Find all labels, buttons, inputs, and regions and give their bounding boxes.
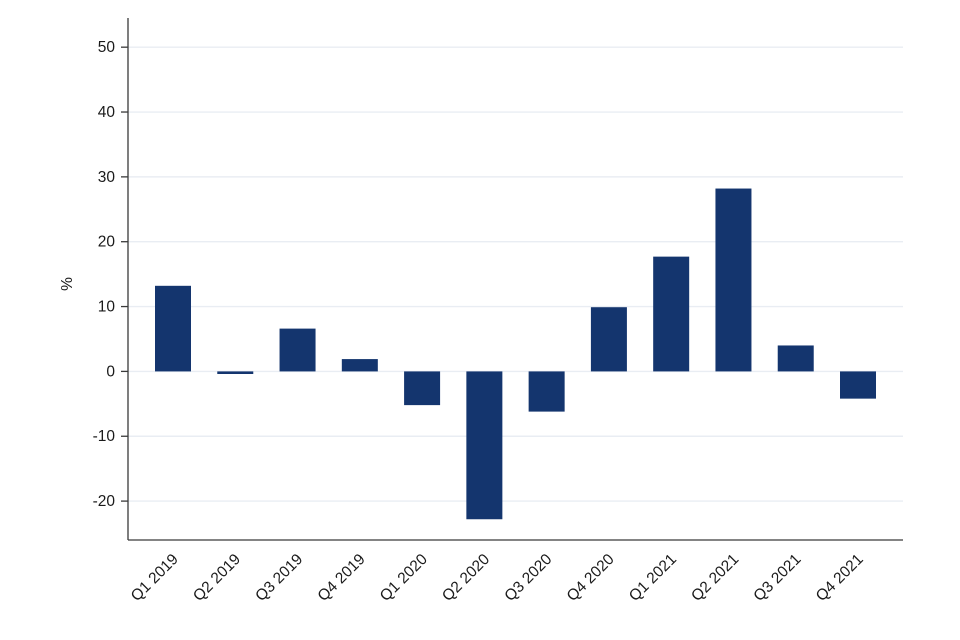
y-tick-label: 20 (98, 234, 116, 251)
bar-q2-2020 (466, 371, 503, 520)
y-axis-title: % (59, 277, 76, 291)
bar-q3-2020 (528, 371, 565, 412)
bar-q3-2019 (279, 328, 316, 372)
bar-q4-2020 (590, 307, 627, 372)
y-tick-label: -20 (93, 493, 116, 510)
bar-q2-2019 (217, 371, 254, 374)
y-tick-label: 50 (98, 39, 116, 56)
y-tick-label: 0 (106, 363, 115, 380)
bar-q4-2021 (840, 371, 876, 399)
bar-q1-2020 (404, 371, 441, 406)
bar-q3-2021 (777, 345, 814, 372)
bar-q1-2019 (155, 285, 191, 372)
bar-q1-2021 (653, 256, 690, 372)
y-tick-label: 30 (98, 169, 116, 186)
y-tick-label: -10 (93, 428, 116, 445)
bar-q4-2019 (341, 359, 378, 372)
y-tick-label: 40 (98, 104, 116, 121)
bar-q2-2021 (715, 188, 752, 372)
y-tick-label: 10 (98, 299, 116, 316)
